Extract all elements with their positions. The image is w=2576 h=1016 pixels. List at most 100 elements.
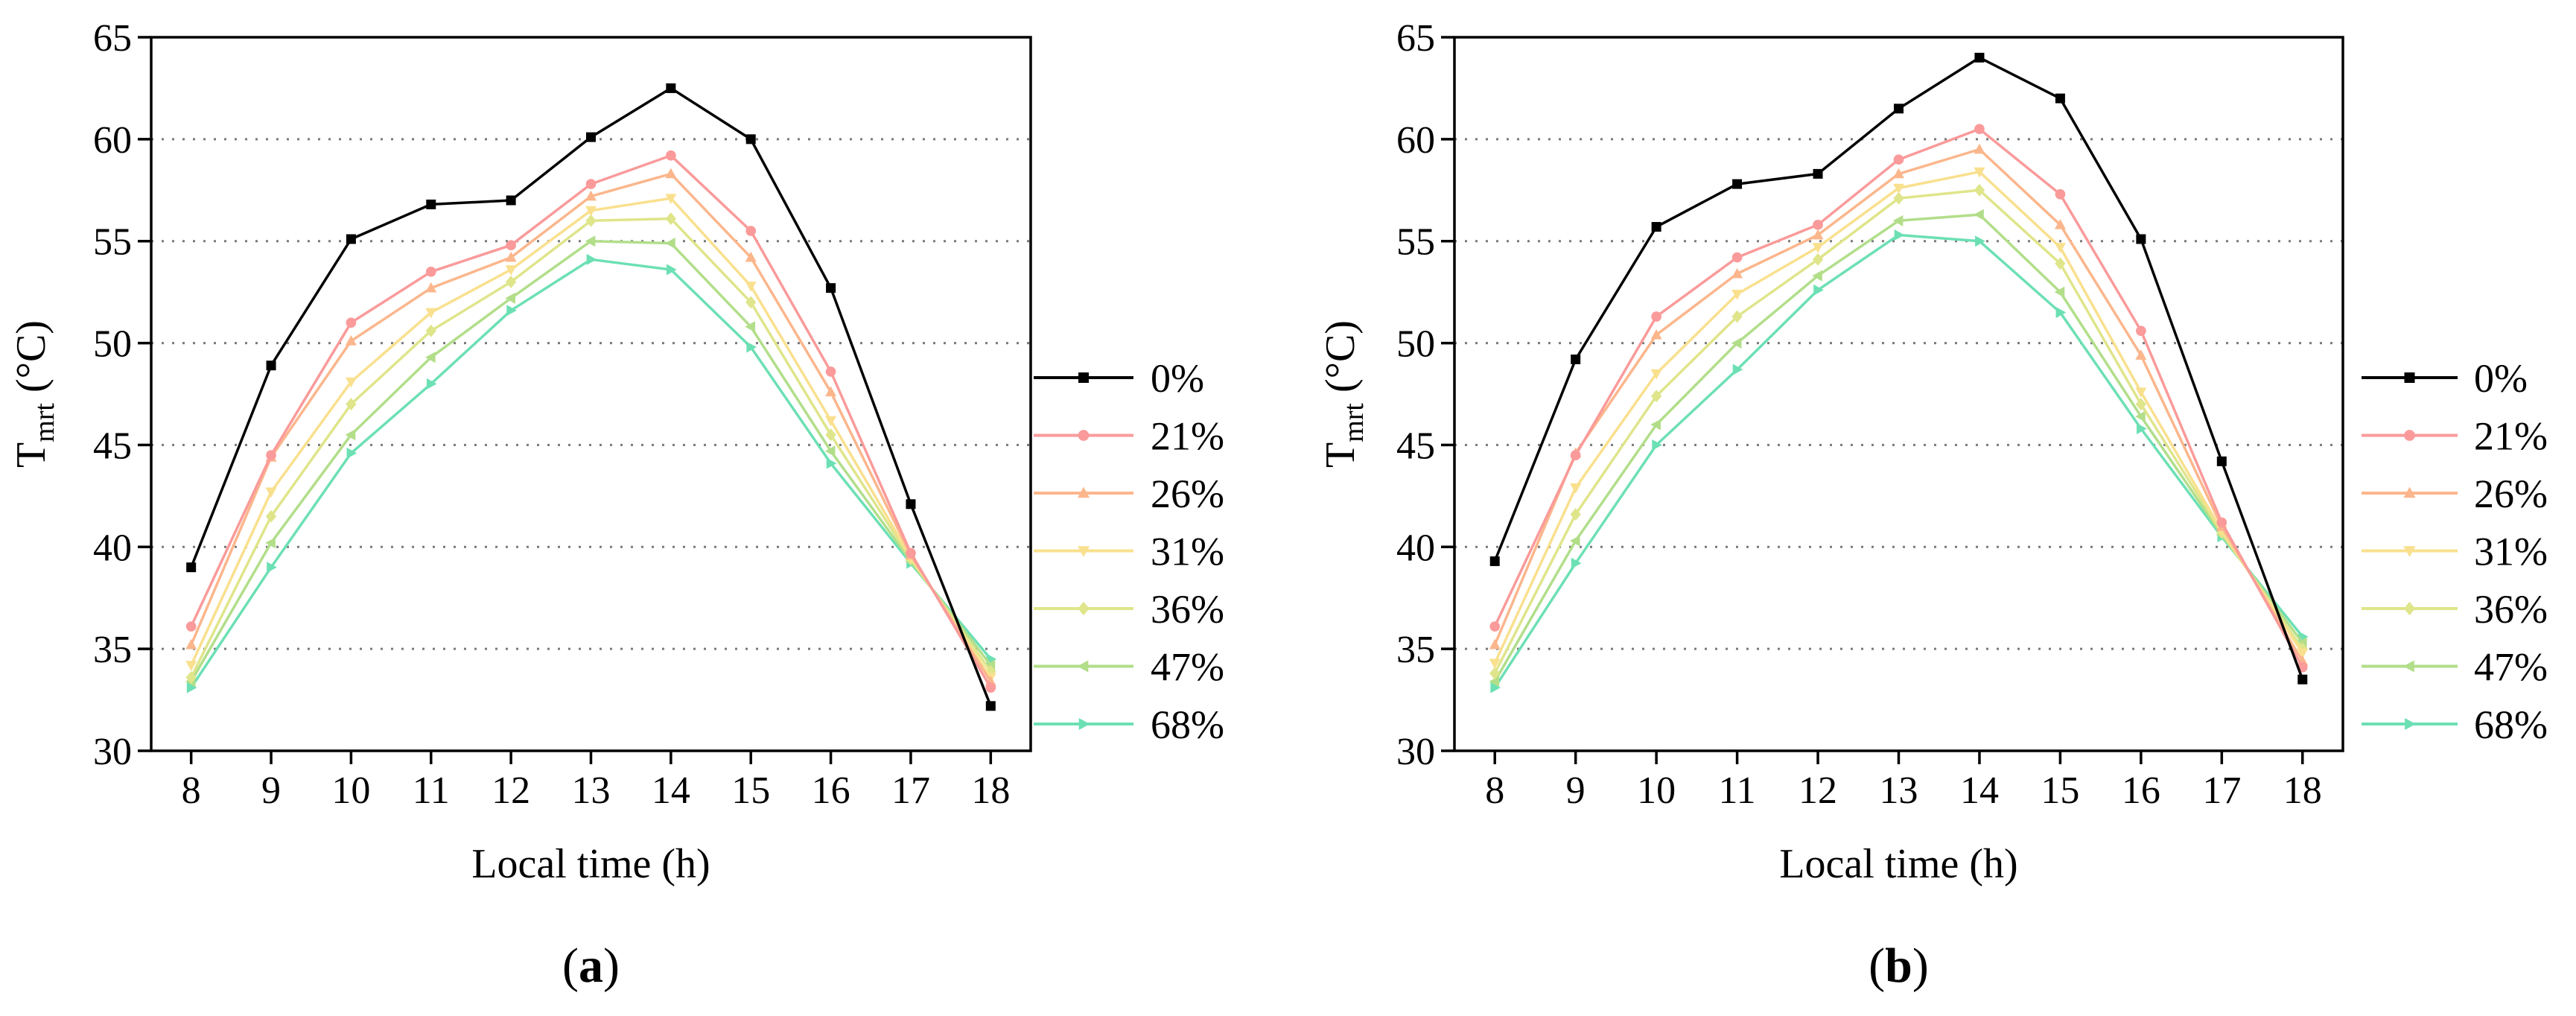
- legend-marker: [2404, 372, 2415, 383]
- data-point: [1571, 557, 1582, 569]
- data-point: [745, 134, 756, 145]
- data-point: [1813, 168, 1823, 179]
- chart-panel-a: 30 35 40 45 50 55 60 65 8 9 10 11 12 13 14 15 16 17 18 Loca…: [8, 17, 1224, 993]
- data-point: [1731, 267, 1743, 279]
- x-tick-label: 13: [572, 769, 611, 812]
- data-point: [186, 682, 197, 693]
- legend-item: 47%: [2362, 645, 2548, 690]
- y-tick-label: 50: [93, 323, 132, 366]
- legend-label: 26%: [1151, 472, 1224, 516]
- data-point: [505, 265, 517, 276]
- data-point: [665, 237, 675, 249]
- series-0pct: [186, 83, 996, 711]
- data-point: [666, 150, 676, 161]
- y-axis-label-main: T: [8, 442, 54, 468]
- series-line: [190, 197, 992, 679]
- series-21pct: [1489, 124, 2308, 673]
- data-point: [586, 132, 596, 142]
- data-point: [267, 562, 277, 574]
- y-tick-label: 60: [1396, 119, 1435, 162]
- data-point: [505, 251, 517, 262]
- legend-label: 68%: [2474, 702, 2548, 747]
- data-point: [186, 562, 197, 573]
- data-point: [346, 317, 357, 328]
- data-point: [1812, 253, 1824, 266]
- y-tick-label: 60: [93, 119, 132, 162]
- data-point: [185, 638, 197, 650]
- series-47pct: [185, 235, 996, 688]
- data-point: [826, 283, 836, 293]
- legend-marker: [2404, 430, 2415, 441]
- legend-item: 0%: [2362, 356, 2528, 401]
- x-tick-label: 8: [1485, 769, 1504, 812]
- legend-marker: [2403, 660, 2414, 673]
- data-point: [1731, 337, 1742, 349]
- data-point: [1570, 450, 1581, 460]
- data-point: [1650, 328, 1662, 340]
- data-point: [1489, 638, 1501, 650]
- legend-marker: [1077, 546, 1090, 557]
- data-point: [506, 305, 517, 317]
- y-tick-label: 50: [1396, 323, 1435, 366]
- data-point: [345, 377, 357, 388]
- data-point: [745, 296, 757, 309]
- data-point: [1731, 290, 1743, 300]
- series-68pct: [1490, 229, 2309, 693]
- legend-item: 26%: [2362, 472, 2548, 516]
- data-point: [265, 537, 276, 549]
- plot-frame: [150, 36, 1032, 752]
- x-tick-label: 10: [331, 769, 370, 812]
- y-tick-label: 40: [1396, 527, 1435, 569]
- series-group: [1489, 52, 2309, 693]
- data-point: [2054, 243, 2066, 253]
- data-point: [1812, 270, 1822, 282]
- data-point: [506, 240, 516, 251]
- data-point: [745, 251, 757, 262]
- series-0pct: [1489, 52, 2308, 685]
- data-point: [345, 335, 357, 346]
- series-line: [1493, 56, 2304, 680]
- legend-item: 31%: [1034, 530, 1224, 574]
- series-21pct: [185, 150, 996, 693]
- data-point: [585, 214, 597, 227]
- data-point: [2055, 93, 2065, 104]
- x-tick-label: 17: [2202, 769, 2241, 812]
- chart-panel-b: 30 35 40 45 50 55 60 65 8 9 10 11 12 13 14 15 16 17 18 Loca…: [1317, 17, 2548, 993]
- legend-label: 31%: [2474, 530, 2548, 574]
- data-point: [985, 701, 996, 711]
- data-point: [585, 179, 597, 189]
- data-point: [185, 671, 197, 684]
- data-point: [1975, 235, 1985, 247]
- data-point: [426, 199, 436, 209]
- legend-label: 36%: [2474, 587, 2548, 632]
- data-point: [1974, 143, 1985, 154]
- x-axis-label: Local time (h): [471, 841, 710, 887]
- data-point: [585, 190, 597, 201]
- x-tick-label: 12: [1799, 769, 1837, 812]
- data-point: [185, 661, 197, 671]
- legend-marker: [1077, 486, 1090, 498]
- series-36pct: [185, 212, 996, 684]
- legend-item: 21%: [2362, 414, 2548, 459]
- data-point: [1650, 419, 1661, 431]
- data-point: [1812, 229, 1824, 240]
- legend-item: 36%: [2362, 587, 2548, 632]
- data-point: [1892, 215, 1904, 226]
- series-47pct: [1489, 209, 2307, 688]
- y-tick-label: 45: [93, 425, 132, 467]
- panel-letter: a: [579, 939, 603, 993]
- data-point: [1812, 243, 1824, 253]
- x-tick-label: 10: [1637, 769, 1676, 812]
- series-line: [190, 154, 992, 688]
- data-point: [1489, 667, 1501, 680]
- legend-marker: [1078, 717, 1090, 731]
- data-point: [346, 398, 357, 411]
- data-point: [2216, 456, 2227, 466]
- legend-marker: [1078, 372, 1089, 383]
- series-line: [1493, 127, 2304, 668]
- data-point: [1894, 104, 1904, 114]
- y-tick-label: 55: [93, 221, 132, 264]
- y-axis-label: Tmrt (°C): [1317, 320, 1370, 468]
- data-point: [1650, 369, 1662, 380]
